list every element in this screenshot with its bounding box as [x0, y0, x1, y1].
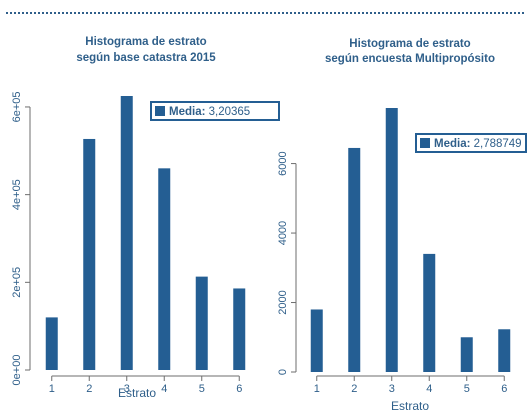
bar-estrato-3	[385, 108, 398, 372]
bar-estrato-4	[158, 168, 171, 370]
chart-title-line-1: Histograma de estrato	[85, 36, 206, 48]
x-tick-label: 4	[161, 383, 167, 395]
y-tick-label: 4e+05	[11, 179, 23, 210]
y-tick-label: 0e+00	[11, 355, 23, 386]
top-dotted-divider	[6, 12, 524, 14]
y-tick-label: 0	[277, 369, 289, 375]
x-tick-label: 1	[49, 383, 55, 395]
x-tick-label: 2	[86, 383, 92, 395]
x-tick-label: 4	[426, 383, 432, 395]
legend-box	[415, 133, 527, 153]
bar-estrato-1	[45, 317, 58, 370]
legend-box	[150, 101, 280, 121]
y-tick-label: 2000	[277, 290, 289, 314]
chart-title-line-2: según encuesta Multipropósito	[325, 53, 495, 65]
x-axis-label: Estrato	[118, 386, 156, 400]
bar-estrato-3	[120, 96, 133, 370]
legend-text: Media: 3,20365	[169, 106, 250, 118]
legend: Media: 3,20365	[150, 101, 280, 121]
x-tick-label: 1	[314, 383, 320, 395]
legend-label: Media:	[169, 106, 205, 118]
x-tick-label: 5	[199, 383, 205, 395]
legend-text: Media: 2,788749	[434, 138, 522, 150]
chart-1: Histograma de estrato según base catastra…	[11, 36, 280, 400]
legend-value: 2,788749	[470, 138, 521, 150]
chart-title-line-2: según base catastra 2015	[76, 52, 216, 64]
x-tick-label: 3	[124, 383, 130, 395]
legend-swatch	[420, 138, 430, 148]
legend-swatch	[155, 106, 165, 116]
bar-estrato-6	[498, 329, 511, 372]
x-axis-label: Estrato	[391, 399, 429, 413]
x-tick-label: 6	[501, 383, 507, 395]
y-tick-label: 6e+05	[11, 92, 23, 123]
legend: Media: 2,788749	[415, 133, 527, 153]
x-tick-label: 6	[236, 383, 242, 395]
x-tick-label: 3	[389, 383, 395, 395]
bar-estrato-6	[233, 288, 246, 370]
x-tick-label: 2	[351, 383, 357, 395]
legend-label: Media:	[434, 138, 470, 150]
y-tick-label: 4000	[277, 221, 289, 245]
bar-estrato-5	[460, 337, 473, 372]
y-tick-label: 2e+05	[11, 267, 23, 298]
y-tick-label: 6000	[277, 151, 289, 175]
x-tick-label: 5	[464, 383, 470, 395]
bar-estrato-5	[195, 276, 208, 370]
bar-estrato-4	[423, 253, 436, 372]
bar-estrato-1	[310, 309, 323, 372]
legend-value: 3,20365	[205, 106, 250, 118]
chart-title-line-1: Histograma de estrato	[349, 38, 470, 50]
chart-2: Histograma de estrato según encuesta Mult…	[277, 38, 527, 413]
bar-estrato-2	[83, 138, 96, 370]
bar-estrato-2	[348, 147, 361, 372]
